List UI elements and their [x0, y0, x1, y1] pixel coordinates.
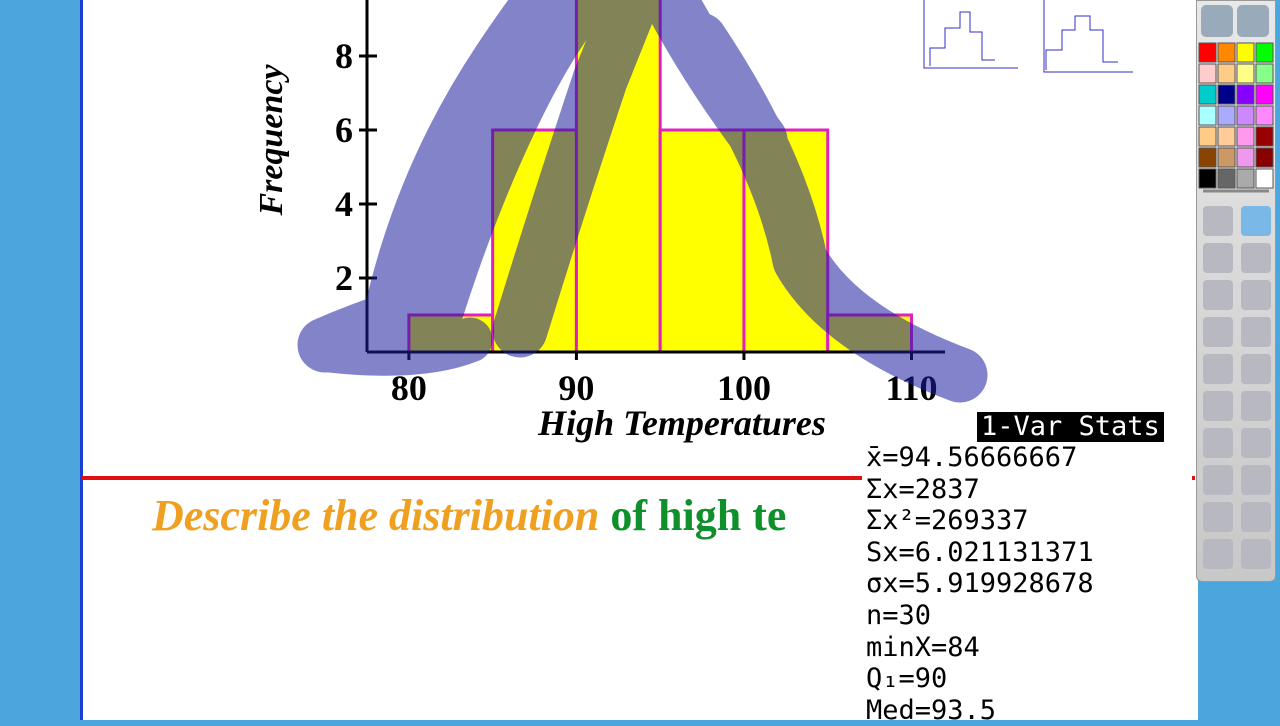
color-swatch[interactable] — [1198, 42, 1217, 63]
y-tick-label: 8 — [335, 36, 353, 76]
color-swatch[interactable] — [1217, 84, 1236, 105]
tool-button[interactable] — [1203, 391, 1233, 421]
color-swatch[interactable] — [1236, 168, 1255, 189]
tool-button[interactable] — [1241, 391, 1271, 421]
color-swatch[interactable] — [1236, 126, 1255, 147]
stats-lines: x̄=94.56666667 Σx=2837 Σx²=269337 Sx=6.0211… — [862, 442, 1094, 726]
tool-button[interactable] — [1241, 317, 1271, 347]
stats-line: Σx²=269337 — [866, 505, 1029, 537]
tool-button[interactable] — [1241, 428, 1271, 458]
stats-line: Sx=6.021131371 — [866, 536, 1094, 568]
color-swatch[interactable] — [1198, 84, 1217, 105]
stats-line: n=30 — [866, 599, 932, 631]
tool-button[interactable] — [1241, 502, 1271, 532]
color-swatch[interactable] — [1198, 168, 1217, 189]
tool-button[interactable] — [1241, 465, 1271, 495]
tool-button[interactable] — [1203, 539, 1233, 569]
stats-line: x̄=94.56666667 — [866, 442, 1078, 473]
color-swatch[interactable] — [1236, 63, 1255, 84]
color-swatch[interactable] — [1236, 42, 1255, 63]
bar — [658, 128, 746, 354]
color-swatch[interactable] — [1236, 147, 1255, 168]
tool-button[interactable] — [1241, 280, 1271, 310]
stats-line: Q₁=90 — [866, 663, 948, 695]
tool-button[interactable] — [1241, 354, 1271, 384]
color-swatch[interactable] — [1198, 63, 1217, 84]
calculator-output: 1-Var Stats x̄=94.56666667 Σx=2837 Σx²=2693… — [862, 410, 1192, 726]
y-tick-label: 2 — [335, 258, 353, 298]
color-swatch[interactable] — [1255, 168, 1274, 189]
highlighter-stroke — [492, 0, 662, 358]
y-tick-label: 6 — [335, 110, 353, 150]
tool-button[interactable] — [1241, 206, 1271, 236]
thumbnails — [923, 0, 1133, 73]
color-swatch[interactable] — [1255, 147, 1274, 168]
prompt-text: of high te — [610, 491, 787, 540]
highlighter-stroke — [672, 12, 988, 403]
color-swatch[interactable] — [1217, 147, 1236, 168]
x-axis-label: High Temperatures — [537, 403, 826, 443]
prompt: Describe the distribution of high te — [152, 490, 786, 541]
tool-button[interactable] — [1241, 243, 1271, 273]
tool-button[interactable] — [1203, 317, 1233, 347]
tool-button[interactable] — [1203, 243, 1233, 273]
color-swatch[interactable] — [1198, 105, 1217, 126]
highlighter-stroke — [297, 0, 579, 373]
highlighter-stroke — [402, 0, 619, 358]
color-swatch[interactable] — [1255, 105, 1274, 126]
highlighter-stroke — [307, 317, 493, 376]
color-swatch[interactable] — [1236, 84, 1255, 105]
nav-button[interactable] — [1201, 5, 1233, 37]
nav-button[interactable] — [1237, 5, 1269, 37]
toolbar-icons — [1198, 5, 1274, 569]
y-tick-label: 10 — [317, 0, 353, 2]
tool-button[interactable] — [1203, 354, 1233, 384]
x-tick-label: 90 — [558, 368, 594, 408]
color-swatch[interactable] — [1236, 105, 1255, 126]
tool-button[interactable] — [1203, 206, 1233, 236]
stats-title: 1-Var Stats — [977, 412, 1164, 442]
x-tick-label: 100 — [717, 368, 771, 408]
tool-button[interactable] — [1203, 502, 1233, 532]
tool-button[interactable] — [1203, 428, 1233, 458]
color-swatch[interactable] — [1198, 147, 1217, 168]
color-swatch[interactable] — [1255, 126, 1274, 147]
y-axis-label: Frequency — [253, 64, 290, 217]
toolbar — [1196, 0, 1276, 582]
stats-line: Σx=2837 — [866, 473, 980, 505]
color-swatch[interactable] — [1217, 63, 1236, 84]
y-tick-label: 4 — [335, 184, 353, 224]
prompt-text: Describe the distribution — [152, 491, 600, 540]
color-swatch[interactable] — [1217, 168, 1236, 189]
stats-line: Med=93.5 — [866, 694, 997, 726]
color-swatch[interactable] — [1217, 126, 1236, 147]
color-swatch[interactable] — [1198, 126, 1217, 147]
color-swatch[interactable] — [1255, 63, 1274, 84]
color-swatch[interactable] — [1255, 42, 1274, 63]
highlighter-strokes — [297, 0, 988, 403]
tool-button[interactable] — [1203, 465, 1233, 495]
stats-line: minX=84 — [866, 631, 980, 663]
color-swatch[interactable] — [1217, 42, 1236, 63]
stats-line: σx=5.919928678 — [866, 568, 1094, 600]
color-swatch[interactable] — [1217, 105, 1236, 126]
tool-button[interactable] — [1203, 280, 1233, 310]
tool-button[interactable] — [1241, 539, 1271, 569]
color-swatch[interactable] — [1255, 84, 1274, 105]
